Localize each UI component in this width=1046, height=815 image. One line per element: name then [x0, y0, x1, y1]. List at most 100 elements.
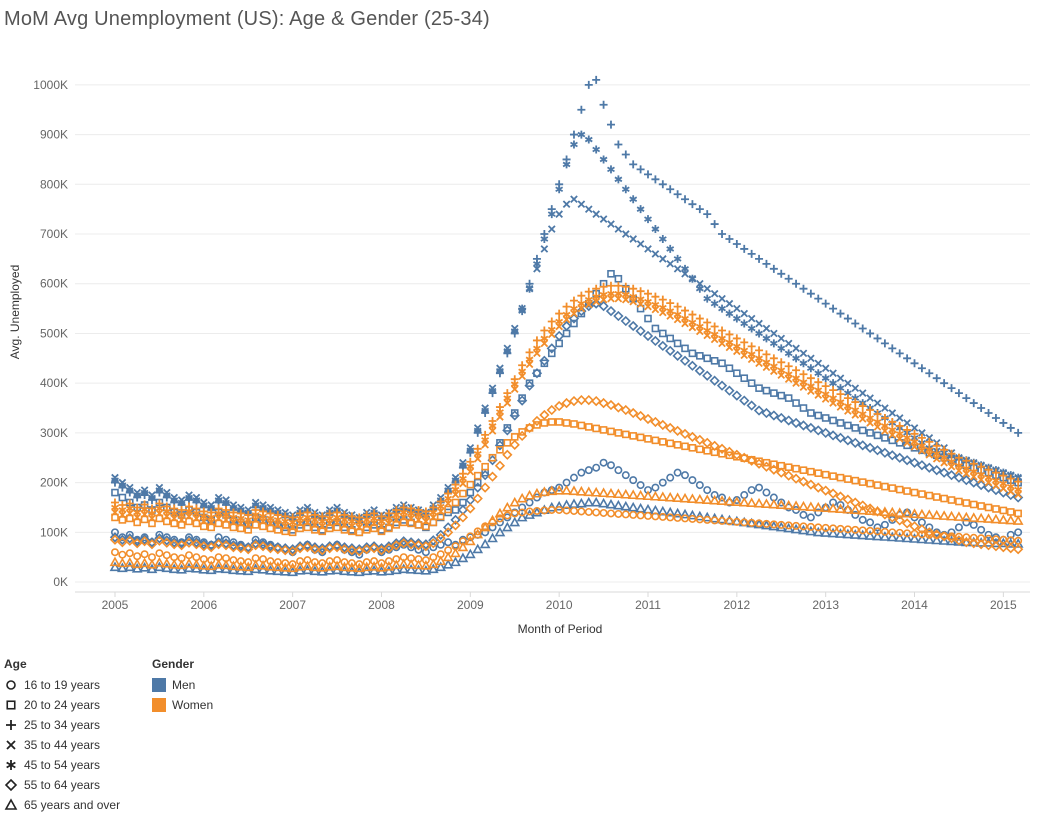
data-point: [280, 543, 291, 554]
data-point: [940, 379, 949, 388]
data-point: [777, 269, 786, 278]
y-tick-label: 0K: [53, 575, 68, 589]
data-point: [399, 518, 408, 527]
data-point: [325, 514, 334, 523]
data-point: [954, 389, 963, 398]
data-point: [1013, 544, 1024, 555]
age-legend-item[interactable]: 20 to 24 years: [4, 695, 120, 715]
data-point: [813, 425, 824, 436]
data-point: [923, 534, 935, 544]
x-icon: [6, 740, 16, 750]
data-point: [807, 354, 815, 363]
data-point: [961, 537, 972, 548]
data-point: [466, 462, 475, 471]
data-point: [881, 404, 889, 412]
data-point: [155, 549, 164, 558]
data-point: [755, 319, 763, 328]
data-point: [459, 498, 467, 507]
data-point: [629, 510, 638, 519]
age-legend-item[interactable]: 45 to 54 years: [4, 755, 120, 775]
data-point: [370, 524, 378, 533]
data-point: [864, 442, 876, 453]
data-point: [784, 274, 793, 283]
data-point: [621, 290, 630, 299]
data-point: [621, 230, 630, 238]
data-point: [177, 510, 186, 519]
data-point: [488, 453, 497, 462]
y-tick-label: 400K: [40, 376, 68, 390]
data-point: [442, 522, 454, 533]
data-point: [524, 380, 535, 391]
data-point: [1014, 528, 1023, 537]
x-tick-label: 2006: [190, 598, 217, 612]
y-tick-label: 200K: [40, 476, 68, 490]
data-point: [294, 560, 306, 571]
data-point: [650, 490, 661, 501]
data-point: [613, 310, 624, 322]
data-point: [162, 533, 171, 542]
data-point: [362, 526, 371, 534]
data-point: [651, 300, 660, 309]
age-legend-item[interactable]: 65 years and over: [4, 795, 120, 815]
gender-legend-item[interactable]: Women: [152, 695, 213, 715]
data-point: [251, 516, 260, 524]
y-tick-label: 900K: [40, 128, 68, 142]
data-point: [968, 477, 979, 488]
data-point: [976, 479, 987, 491]
data-point: [703, 318, 712, 327]
data-point: [442, 559, 454, 569]
gender-legend-item[interactable]: Men: [152, 675, 213, 695]
data-point: [533, 259, 541, 268]
data-point: [901, 507, 913, 518]
data-point: [627, 501, 639, 512]
data-point: [451, 490, 460, 499]
circle-shape: [6, 680, 16, 690]
age-legend-item[interactable]: 16 to 19 years: [4, 675, 120, 695]
data-point: [940, 458, 948, 467]
data-point: [664, 491, 676, 502]
data-point: [642, 490, 654, 501]
data-point: [747, 379, 756, 387]
data-point: [599, 155, 608, 164]
data-point: [516, 492, 528, 503]
data-point: [288, 528, 297, 537]
data-point: [880, 520, 889, 529]
data-point: [533, 344, 541, 353]
data-point: [718, 516, 727, 525]
data-point: [176, 540, 187, 551]
data-point: [265, 560, 276, 571]
age-legend-item[interactable]: 25 to 34 years: [4, 715, 120, 735]
data-point: [183, 537, 195, 548]
data-point: [672, 492, 683, 503]
data-point: [377, 527, 386, 536]
data-point: [466, 480, 475, 489]
data-point: [740, 244, 749, 253]
data-point: [518, 508, 527, 517]
data-point: [213, 537, 224, 548]
data-point: [429, 508, 438, 517]
age-legend-item[interactable]: 35 to 44 years: [4, 735, 120, 755]
data-point: [592, 210, 601, 218]
data-point: [761, 519, 772, 530]
data-point: [681, 306, 690, 315]
data-point: [131, 558, 143, 569]
data-point: [213, 539, 224, 550]
data-point: [473, 426, 482, 435]
data-point: [940, 445, 949, 454]
data-point: [888, 344, 897, 353]
data-point: [450, 514, 461, 526]
data-point: [836, 390, 845, 399]
data-point: [807, 387, 815, 395]
data-point: [392, 521, 401, 529]
data-point: [148, 509, 156, 518]
data-point: [303, 518, 312, 527]
data-point: [688, 476, 697, 485]
data-point: [849, 529, 861, 539]
data-point: [583, 496, 595, 507]
data-point: [903, 439, 911, 447]
square-icon: [6, 700, 16, 710]
age-legend-item[interactable]: 55 to 64 years: [4, 775, 120, 795]
data-point: [185, 533, 194, 542]
data-point: [688, 349, 697, 358]
data-point: [584, 423, 593, 431]
